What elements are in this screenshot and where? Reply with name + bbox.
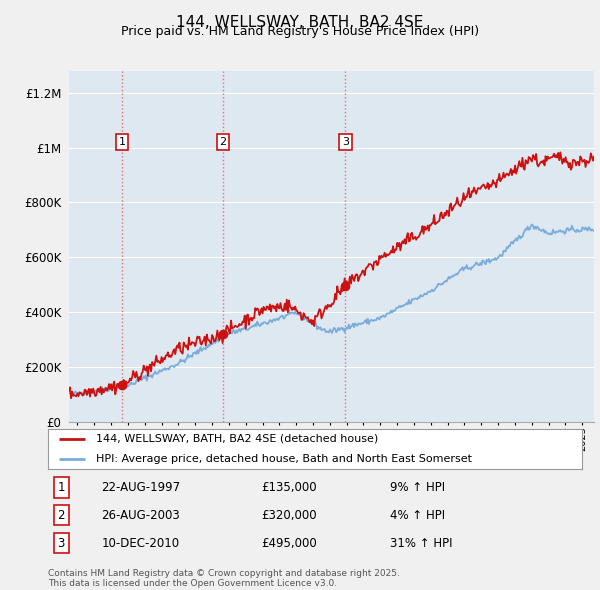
Text: 3: 3 [342,137,349,147]
Text: £320,000: £320,000 [262,509,317,522]
Text: 144, WELLSWAY, BATH, BA2 4SE (detached house): 144, WELLSWAY, BATH, BA2 4SE (detached h… [96,434,379,444]
Text: 3: 3 [58,537,65,550]
Text: 2: 2 [58,509,65,522]
Text: 10-DEC-2010: 10-DEC-2010 [101,537,179,550]
Text: 1: 1 [58,481,65,494]
Text: 1: 1 [119,137,125,147]
Text: 2: 2 [220,137,227,147]
Text: 9% ↑ HPI: 9% ↑ HPI [390,481,445,494]
Text: 22-AUG-1997: 22-AUG-1997 [101,481,181,494]
Text: 31% ↑ HPI: 31% ↑ HPI [390,537,452,550]
Text: Price paid vs. HM Land Registry's House Price Index (HPI): Price paid vs. HM Land Registry's House … [121,25,479,38]
Text: Contains HM Land Registry data © Crown copyright and database right 2025.
This d: Contains HM Land Registry data © Crown c… [48,569,400,588]
Text: 4% ↑ HPI: 4% ↑ HPI [390,509,445,522]
Text: 144, WELLSWAY, BATH, BA2 4SE: 144, WELLSWAY, BATH, BA2 4SE [176,15,424,30]
Text: £495,000: £495,000 [262,537,317,550]
Text: HPI: Average price, detached house, Bath and North East Somerset: HPI: Average price, detached house, Bath… [96,454,472,464]
Text: £135,000: £135,000 [262,481,317,494]
Text: 26-AUG-2003: 26-AUG-2003 [101,509,180,522]
